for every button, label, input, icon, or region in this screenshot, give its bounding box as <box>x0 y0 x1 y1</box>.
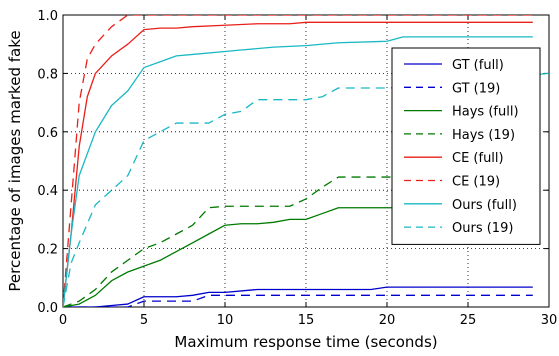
x-axis-label: Maximum response time (seconds) <box>174 333 437 351</box>
series-line-ours-19 <box>63 72 549 307</box>
x-tick-label: 20 <box>379 313 396 328</box>
series-line-hays-19 <box>63 176 533 307</box>
y-tick-label: 0.4 <box>37 184 58 199</box>
series-line-gt-19 <box>63 294 533 307</box>
legend-label: CE (19) <box>452 175 500 190</box>
legend-label: Hays (full) <box>452 105 519 120</box>
y-tick-label: 0.6 <box>37 126 58 141</box>
y-axis-label: Percentage of images marked fake <box>6 30 24 291</box>
legend-label: GT (19) <box>452 81 500 96</box>
series-line-hays-full <box>63 207 533 307</box>
x-tick-label: 5 <box>140 313 148 328</box>
series-line-gt-full <box>63 286 533 307</box>
x-tick-label: 15 <box>298 313 315 328</box>
legend-label: Ours (19) <box>452 221 513 236</box>
series-line-ce-19 <box>63 15 533 307</box>
series-line-ours-full <box>63 36 533 307</box>
x-tick-label: 25 <box>460 313 477 328</box>
y-tick-label: 0.8 <box>37 67 58 82</box>
y-tick-label: 0.2 <box>37 243 58 258</box>
series-line-ce-full <box>63 21 533 307</box>
y-tick-label: 1.0 <box>37 9 58 24</box>
legend-box <box>391 47 541 245</box>
legend-label: GT (full) <box>452 58 504 73</box>
legend-label: CE (full) <box>452 151 504 166</box>
series-lines <box>63 15 549 307</box>
y-axis-ticks: 0.0 0.2 0.4 0.6 0.8 1.0 <box>37 9 549 316</box>
legend-label: Ours (full) <box>452 198 517 213</box>
legend: GT (full) GT (19) Hays (full) Hays (19) CE (… <box>391 47 541 245</box>
x-tick-label: 30 <box>541 313 558 328</box>
x-tick-label: 0 <box>59 313 67 328</box>
legend-label: Hays (19) <box>452 128 515 143</box>
y-tick-label: 0.0 <box>37 301 58 316</box>
x-axis-ticks: 0 5 10 15 20 25 30 <box>59 15 557 328</box>
x-tick-label: 10 <box>217 313 234 328</box>
